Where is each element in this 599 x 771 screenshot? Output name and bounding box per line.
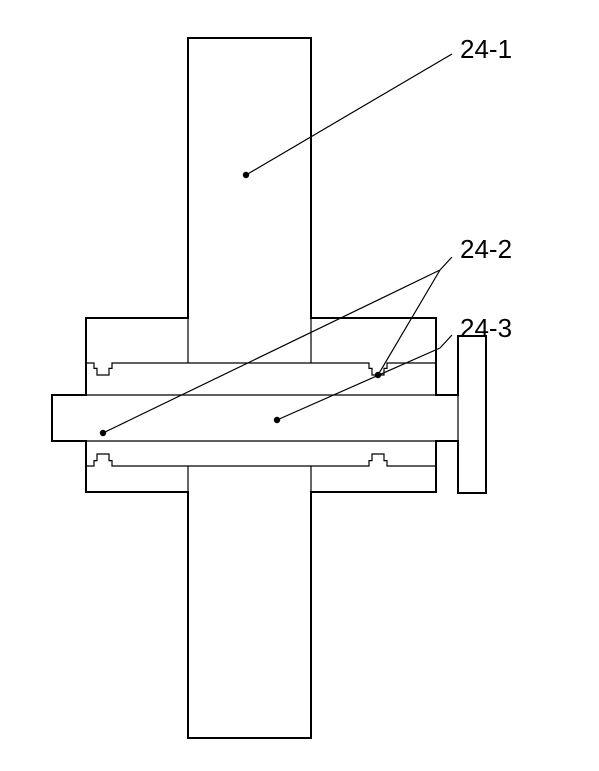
leader-line bbox=[440, 257, 452, 270]
mechanical-drawing: 24-1 24-2 24-3 bbox=[0, 0, 599, 771]
label-24-3: 24-3 bbox=[460, 313, 512, 343]
leader-dot bbox=[274, 417, 280, 423]
leader-dot bbox=[243, 172, 249, 178]
outline-path bbox=[52, 38, 486, 738]
leader-dot bbox=[100, 430, 106, 436]
leader-line bbox=[440, 335, 452, 348]
label-24-2: 24-2 bbox=[460, 234, 512, 264]
label-24-1: 24-1 bbox=[460, 34, 512, 64]
